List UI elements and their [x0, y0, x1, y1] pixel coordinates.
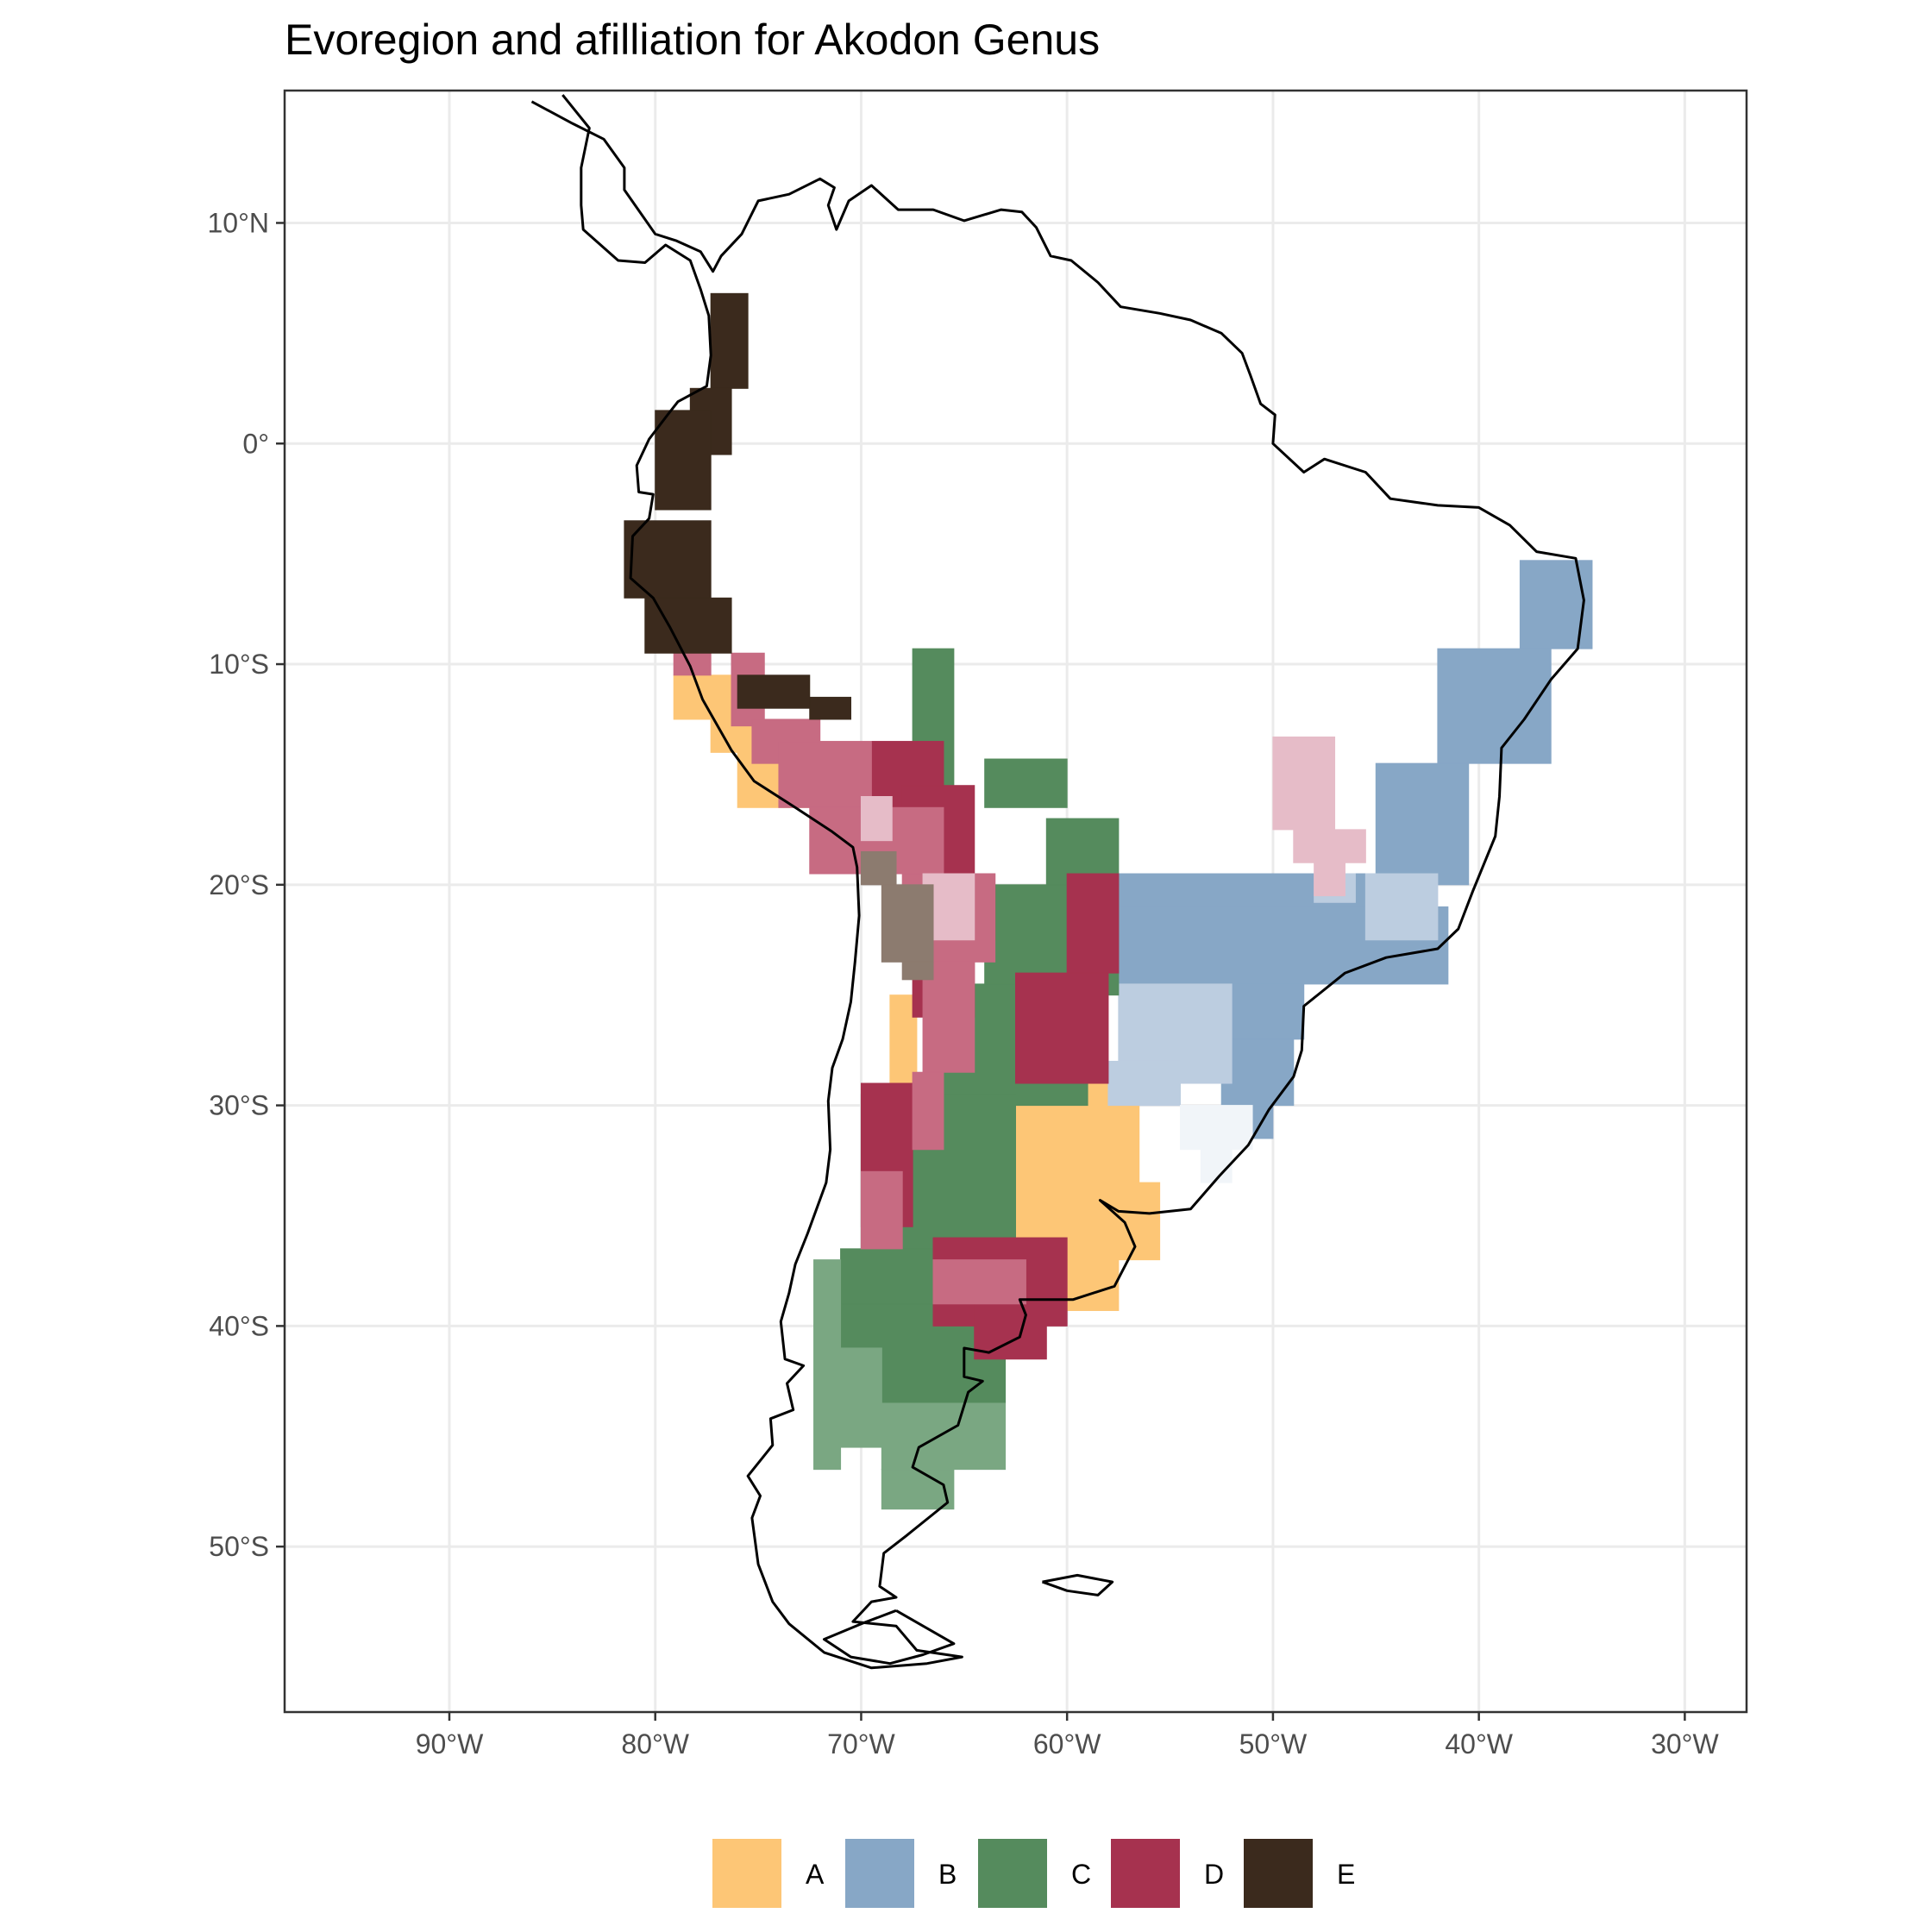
region-cell	[881, 1402, 1007, 1471]
evoregion-e-light	[860, 850, 934, 981]
region-cell	[1118, 873, 1408, 907]
legend-key	[1244, 1839, 1313, 1908]
legend-label: D	[1204, 1859, 1224, 1890]
region-cell	[860, 796, 893, 842]
region-cell	[1364, 873, 1439, 941]
legend-label: C	[1071, 1859, 1091, 1890]
evoregion-b-faint	[1179, 1105, 1253, 1183]
x-tick-label: 50°W	[1239, 1728, 1308, 1760]
region-cell	[860, 850, 897, 886]
y-tick-label: 10°S	[209, 649, 269, 680]
legend-label: B	[938, 1859, 957, 1890]
legend-label: A	[806, 1859, 825, 1890]
region-cell	[1107, 1060, 1181, 1107]
region-cell	[881, 884, 934, 963]
legend-item-b[interactable]: B	[845, 1839, 957, 1908]
x-tick-label: 80°W	[621, 1728, 689, 1760]
legend-item-a[interactable]: A	[712, 1839, 825, 1908]
y-tick-label: 0°	[242, 428, 269, 459]
legend-label: E	[1337, 1859, 1355, 1890]
region-cell	[1375, 762, 1470, 886]
region-cell	[1220, 1038, 1295, 1107]
region-cell	[778, 741, 872, 808]
region-cell	[1314, 862, 1346, 897]
x-tick-label: 60°W	[1033, 1728, 1101, 1760]
legend[interactable]: A B C D E	[712, 1839, 1355, 1908]
evoregion-b-light	[1107, 873, 1439, 1107]
y-tick-label: 30°S	[209, 1090, 269, 1121]
evoregion-c-light	[813, 1259, 1007, 1510]
region-cell	[737, 674, 811, 709]
region-cell	[1015, 972, 1109, 1084]
x-tick-label: 30°W	[1651, 1728, 1719, 1760]
coastline	[1041, 1573, 1114, 1596]
region-cell	[1200, 1149, 1233, 1183]
region-cell	[809, 696, 852, 720]
coastline	[823, 1609, 956, 1665]
region-cell	[912, 1071, 944, 1151]
region-cell	[1179, 1105, 1253, 1151]
region-cell	[1066, 873, 1120, 974]
y-tick-label: 20°S	[209, 869, 269, 900]
legend-item-c[interactable]: C	[978, 1839, 1091, 1908]
legend-key	[712, 1839, 781, 1908]
region-cell	[860, 1170, 903, 1250]
evoregion-layer	[624, 292, 1593, 1510]
region-cell	[1293, 829, 1366, 863]
axes: 90°W 80°W 70°W 60°W 50°W 40°W 30°W 10°N 0° 10°S 20…	[208, 207, 1720, 1760]
evoregion-b	[1118, 560, 1593, 1139]
legend-item-e[interactable]: E	[1244, 1839, 1355, 1908]
region-cell	[901, 961, 934, 981]
x-tick-label: 90°W	[416, 1728, 484, 1760]
region-cell	[1272, 736, 1336, 831]
y-tick-label: 40°S	[209, 1310, 269, 1341]
region-cell	[655, 410, 712, 511]
coastline	[530, 94, 1585, 1670]
y-tick-label: 10°N	[208, 207, 270, 238]
legend-key	[1111, 1839, 1180, 1908]
region-cell	[881, 1469, 955, 1510]
y-tick-label: 50°S	[209, 1531, 269, 1562]
coastline-layer	[530, 94, 1585, 1670]
x-tick-label: 40°W	[1445, 1728, 1513, 1760]
region-cell	[922, 961, 975, 1073]
legend-key	[978, 1839, 1047, 1908]
region-cell	[932, 1259, 1026, 1305]
region-cell	[710, 292, 749, 389]
legend-item-d[interactable]: D	[1111, 1839, 1224, 1908]
x-tick-label: 70°W	[827, 1728, 895, 1760]
map-title: Evoregion and afilliation for Akodon Gen…	[285, 16, 1100, 64]
region-cell	[984, 758, 1068, 808]
region-cell	[840, 1347, 882, 1448]
region-cell	[1519, 560, 1593, 649]
region-cell	[813, 1259, 842, 1471]
legend-key	[845, 1839, 914, 1908]
map-panel-border	[283, 89, 1748, 1714]
